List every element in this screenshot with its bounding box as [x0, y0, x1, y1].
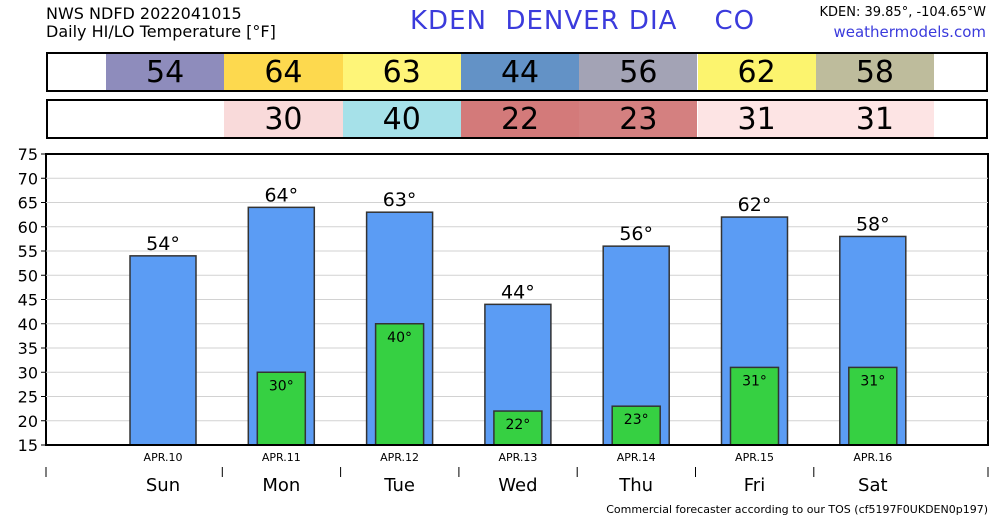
x-day-label: Sun — [146, 475, 180, 496]
y-tick-label: 25 — [18, 388, 38, 407]
x-day-label: Sat — [858, 475, 888, 496]
low-temp-label: 40° — [387, 330, 412, 346]
low-temp-bar — [493, 410, 543, 446]
low-temperature-strip: 30 40 22 23 31 31 — [46, 99, 988, 139]
low-temp-cell-4: 23 — [579, 101, 698, 137]
y-tick-label: 75 — [18, 145, 38, 164]
y-tick-label: 40 — [18, 315, 38, 334]
high-temp-cell-0: 54 — [106, 54, 225, 90]
x-day-label: Tue — [383, 475, 415, 496]
high-temp-cell-1: 64 — [224, 54, 343, 90]
low-temp-label: 31° — [742, 373, 767, 389]
low-temp-cell-1: 30 — [224, 101, 343, 137]
station-coordinates: KDEN: 39.85°, -104.65°W — [819, 5, 987, 20]
y-tick-label: 55 — [18, 242, 38, 261]
high-temp-cell-5: 62 — [697, 54, 816, 90]
low-temp-bar — [611, 405, 661, 446]
low-temp-label: 22° — [505, 417, 530, 433]
footer-note: Commercial forecaster according to our T… — [606, 503, 988, 516]
x-date-label: APR.10 — [144, 451, 183, 464]
product-title: NWS NDFD 2022041015 — [46, 4, 242, 23]
low-temp-cell-3: 22 — [460, 101, 580, 137]
high-temp-label: 44° — [501, 281, 535, 303]
x-date-label: APR.13 — [498, 451, 537, 464]
low-temp-cell-2: 40 — [342, 101, 461, 137]
y-tick-label: 70 — [18, 169, 38, 188]
x-date-label: APR.16 — [853, 451, 892, 464]
x-date-label: APR.12 — [380, 451, 419, 464]
x-day-label: Fri — [744, 475, 765, 496]
high-temp-cell-6: 58 — [815, 54, 935, 90]
high-temp-label: 56° — [619, 223, 653, 245]
x-day-label: Thu — [618, 475, 653, 496]
high-temp-cell-2: 63 — [342, 54, 461, 90]
low-temp-bar — [848, 366, 898, 446]
x-date-label: APR.11 — [262, 451, 301, 464]
y-tick-label: 35 — [18, 339, 38, 358]
high-temp-label: 64° — [264, 184, 298, 206]
x-date-label: APR.15 — [735, 451, 774, 464]
temperature-bar-chart: 15 20 25 30 35 40 45 50 55 60 65 70 75 54° APR.10 Sun 64… — [18, 145, 989, 496]
y-tick-label: 30 — [18, 363, 38, 382]
y-tick-label: 20 — [18, 412, 38, 431]
x-date-label: APR.14 — [617, 451, 656, 464]
site-link[interactable]: weathermodels.com — [833, 23, 986, 41]
y-tick-label: 65 — [18, 194, 38, 213]
low-temp-cell-6: 31 — [815, 101, 935, 137]
low-temp-label: 31° — [860, 373, 885, 389]
high-temp-label: 54° — [146, 233, 180, 255]
high-temp-cell-3: 44 — [460, 54, 580, 90]
product-subtitle: Daily HI/LO Temperature [°F] — [46, 22, 276, 41]
x-day-label: Mon — [262, 475, 300, 496]
high-temp-bar — [129, 255, 197, 446]
high-temp-label: 63° — [383, 189, 417, 211]
low-temp-cell-5: 31 — [697, 101, 816, 137]
y-tick-label: 50 — [18, 266, 38, 285]
low-temp-label: 30° — [269, 378, 294, 394]
y-tick-label: 15 — [18, 436, 38, 455]
low-temp-bar — [374, 323, 425, 446]
station-name: KDEN DENVER DIA CO — [410, 6, 756, 36]
y-tick-label: 45 — [18, 291, 38, 310]
high-temperature-strip: 54 64 63 44 56 62 58 — [46, 52, 988, 92]
low-temp-bar — [729, 366, 780, 446]
high-temp-label: 62° — [738, 194, 772, 216]
low-temp-bar — [256, 371, 307, 446]
x-day-label: Wed — [498, 475, 537, 496]
high-temp-cell-4: 56 — [579, 54, 698, 90]
low-temp-label: 23° — [624, 412, 649, 428]
high-temp-label: 58° — [856, 213, 890, 235]
low-temp-cell-0 — [106, 101, 225, 137]
y-tick-label: 60 — [18, 218, 38, 237]
